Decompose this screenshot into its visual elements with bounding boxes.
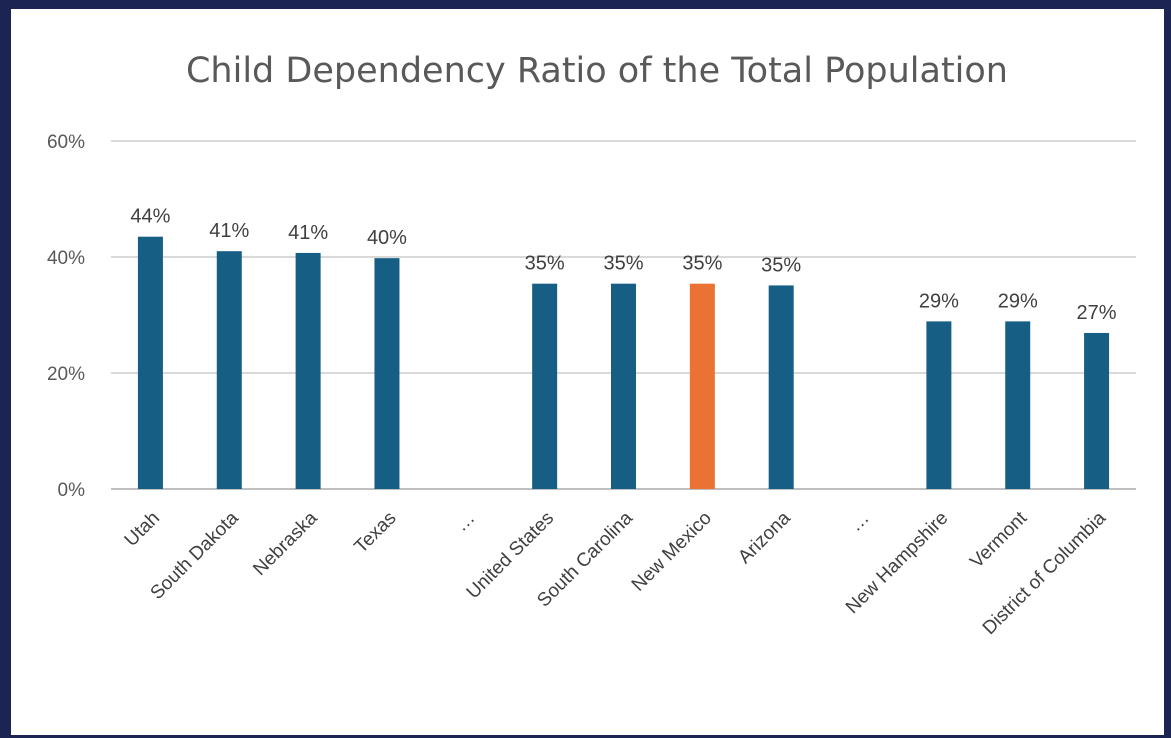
y-tick-label: 60% [47,132,85,153]
chart-frame: Child Dependency Ratio of the Total Popu… [11,9,1164,735]
category-label: Vermont [966,507,1031,572]
category-label: Utah [121,508,164,551]
data-label: 35% [525,253,565,275]
y-tick-label: 20% [47,364,85,385]
data-label: 35% [603,253,643,275]
category-label: … [451,508,479,536]
data-label: 29% [919,290,959,312]
category-label: … [845,508,873,536]
category-label: Arizona [734,507,795,568]
chart-title: Child Dependency Ratio of the Total Popu… [186,51,1008,91]
category-label: Nebraska [249,507,322,580]
bar [769,285,794,489]
bar [690,284,715,489]
data-label: 41% [209,220,249,242]
bar [1005,321,1030,489]
data-label: 40% [367,227,407,249]
data-label: 35% [761,254,801,276]
y-tick-label: 40% [47,248,85,269]
bar [217,251,242,489]
data-label: 35% [682,253,722,275]
bar [611,284,636,489]
bar [532,284,557,489]
data-label: 41% [288,222,328,244]
y-axis: 0% 20% 40% 60% [47,132,85,501]
category-label: New Mexico [628,508,716,596]
bar [296,253,321,489]
y-tick-label: 0% [58,480,86,501]
category-label: Texas [351,508,401,558]
data-label: 29% [998,290,1038,312]
data-label: 44% [130,206,170,228]
bar [926,321,951,489]
bar [374,258,399,489]
bar-chart: Child Dependency Ratio of the Total Popu… [11,9,1164,735]
data-label: 27% [1077,302,1117,324]
bar [1084,333,1109,489]
bar [138,237,163,489]
